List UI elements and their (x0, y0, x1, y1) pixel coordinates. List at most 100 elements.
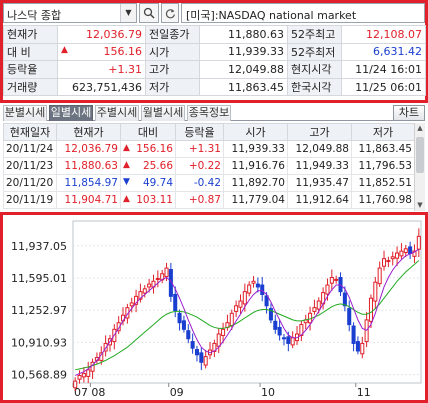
candle-body (199, 352, 204, 363)
table-scrollbar[interactable]: ▲ ▼ (414, 123, 425, 211)
search-bar: 나스닥 종합 ▼ [미국]:NASDAQ national market (3, 3, 425, 23)
tab-2[interactable]: 주별시세 (95, 105, 139, 121)
candle-body (203, 356, 208, 366)
candle-body (86, 369, 91, 377)
summary-value-text: 12,049.88 (228, 62, 284, 76)
candle-body (181, 320, 186, 330)
chart-button[interactable]: 차트 (393, 105, 425, 121)
summary-value-text: 11,880.63 (228, 27, 284, 41)
search-button[interactable] (139, 3, 159, 23)
summary-value-text: 12,036.79 (86, 27, 142, 41)
column-header[interactable]: 대비 (120, 123, 176, 141)
price-chart[interactable]: 11,937.05 11,595.01 11,252.97 10,910.93 10,5… (3, 215, 425, 400)
candle-body (164, 267, 169, 278)
candle-body (273, 320, 278, 330)
summary-label: 대 비 (3, 42, 58, 62)
tab-bar: 분별시세 일별시세 주별시세 월별시세 종목정보 차트 (3, 105, 425, 121)
rate-cell: +1.31 (175, 140, 224, 158)
summary-value: 11/24 16:01 (341, 60, 426, 79)
candle-body (194, 349, 199, 356)
price-cell: 11,854.97 (56, 174, 121, 192)
column-header[interactable]: 현재가 (56, 123, 121, 141)
summary-value-text: 6,631.42 (373, 45, 422, 59)
candle-body (342, 292, 347, 307)
table-row[interactable]: 20/11/24 12,036.79 ▲ 156.16 +1.31 11,939.33 12… (3, 140, 415, 158)
diff-cell: ▼ 49.74 (120, 174, 176, 192)
y-tick-label: 11,937.05 (11, 240, 67, 253)
tab-0[interactable]: 분별시세 (3, 105, 47, 121)
low-cell: 11,760.98 (351, 191, 415, 209)
candle-body (221, 328, 226, 336)
candle-body (377, 267, 382, 285)
high-cell: 12,049.88 (287, 140, 352, 158)
down-triangle-icon: ▼ (123, 177, 130, 187)
x-tick-label: 10 (261, 386, 275, 399)
candle-body (234, 305, 239, 312)
price-cell: 12,036.79 (56, 140, 121, 158)
candle-body (242, 291, 247, 305)
index-select[interactable]: 나스닥 종합 ▼ (3, 3, 137, 23)
summary-value: 623,751,436 (57, 77, 146, 97)
open-cell: 11,939.33 (223, 140, 288, 158)
candle-body (316, 300, 321, 310)
table-row[interactable]: 20/11/19 11,904.71 ▲ 103.11 +0.87 11,779.04 11… (3, 191, 415, 209)
table-row[interactable]: 20/11/20 11,854.97 ▼ 49.74 -0.42 11,892.70 11,… (3, 174, 415, 192)
summary-label: 52주최고 (287, 25, 342, 44)
column-header[interactable]: 시가 (223, 123, 288, 141)
tab-1[interactable]: 일별시세 (49, 105, 93, 121)
column-header[interactable]: 고가 (287, 123, 352, 141)
summary-value-text: 11,863.45 (228, 80, 284, 94)
summary-label: 현지시각 (287, 60, 342, 79)
candle-body (368, 297, 373, 322)
candle-body (255, 283, 260, 288)
diff-cell: ▲ 25.66 (120, 157, 176, 175)
candle-body (190, 341, 195, 349)
daily-quote-table: 현재일자 현재가 대비 등락율 시가 고가 저가 20/11/24 12,036.79 ▲ 156… (3, 123, 425, 211)
x-tick-label: 08 (91, 386, 105, 399)
candle-body (216, 333, 221, 347)
rate-cell: +0.87 (175, 191, 224, 209)
candle-body (312, 307, 317, 312)
candle-body (373, 281, 378, 302)
up-triangle-icon: ▲ (61, 45, 68, 56)
summary-value: 6,631.42 (341, 42, 426, 62)
candle-body (290, 337, 295, 346)
table-row[interactable]: 20/11/23 11,880.63 ▲ 25.66 +0.22 11,916.76 11,… (3, 157, 415, 175)
market-name-field: [미국]:NASDAQ national market (181, 3, 425, 23)
column-header[interactable]: 저가 (351, 123, 415, 141)
scroll-down-icon[interactable]: ▼ (417, 201, 423, 209)
summary-value: 12,049.88 (199, 60, 288, 79)
summary-label: 현재가 (3, 25, 58, 44)
candle-body (155, 277, 160, 280)
column-header[interactable]: 현재일자 (3, 123, 57, 141)
candle-body (186, 330, 191, 340)
candle-body (77, 374, 82, 380)
candle-body (229, 312, 234, 327)
summary-value-text: 11/25 06:01 (355, 80, 422, 94)
candlestick-chart: 11,937.05 11,595.01 11,252.97 10,910.93 10,5… (11, 220, 422, 399)
scroll-up-icon[interactable]: ▲ (417, 124, 423, 132)
candle-body (334, 278, 339, 281)
candle-body (73, 380, 78, 389)
candle-body (399, 250, 404, 257)
chevron-down-icon[interactable]: ▼ (120, 4, 136, 22)
candle-body (238, 300, 243, 308)
refresh-button[interactable] (161, 3, 179, 23)
moving-average-long (75, 260, 420, 371)
column-header[interactable]: 등락율 (175, 123, 224, 141)
tab-4[interactable]: 종목정보 (187, 105, 231, 121)
header-highlight-frame (0, 0, 428, 103)
candle-body (408, 246, 413, 254)
summary-value: 11,880.63 (199, 25, 288, 44)
summary-value-text: 623,751,436 (72, 80, 142, 94)
up-triangle-icon: ▲ (123, 194, 130, 204)
candle-body (325, 284, 330, 295)
low-cell: 11,863.45 (351, 140, 415, 158)
candle-body (390, 256, 395, 260)
candle-body (81, 373, 86, 378)
summary-row: 현재가 12,036.79 전일종가 11,880.63 52주최고 12,108.07 (3, 25, 426, 44)
search-icon (143, 7, 155, 19)
low-cell: 11,796.53 (351, 157, 415, 175)
tab-3[interactable]: 월별시세 (141, 105, 185, 121)
scrollbar-thumb[interactable] (416, 137, 424, 173)
